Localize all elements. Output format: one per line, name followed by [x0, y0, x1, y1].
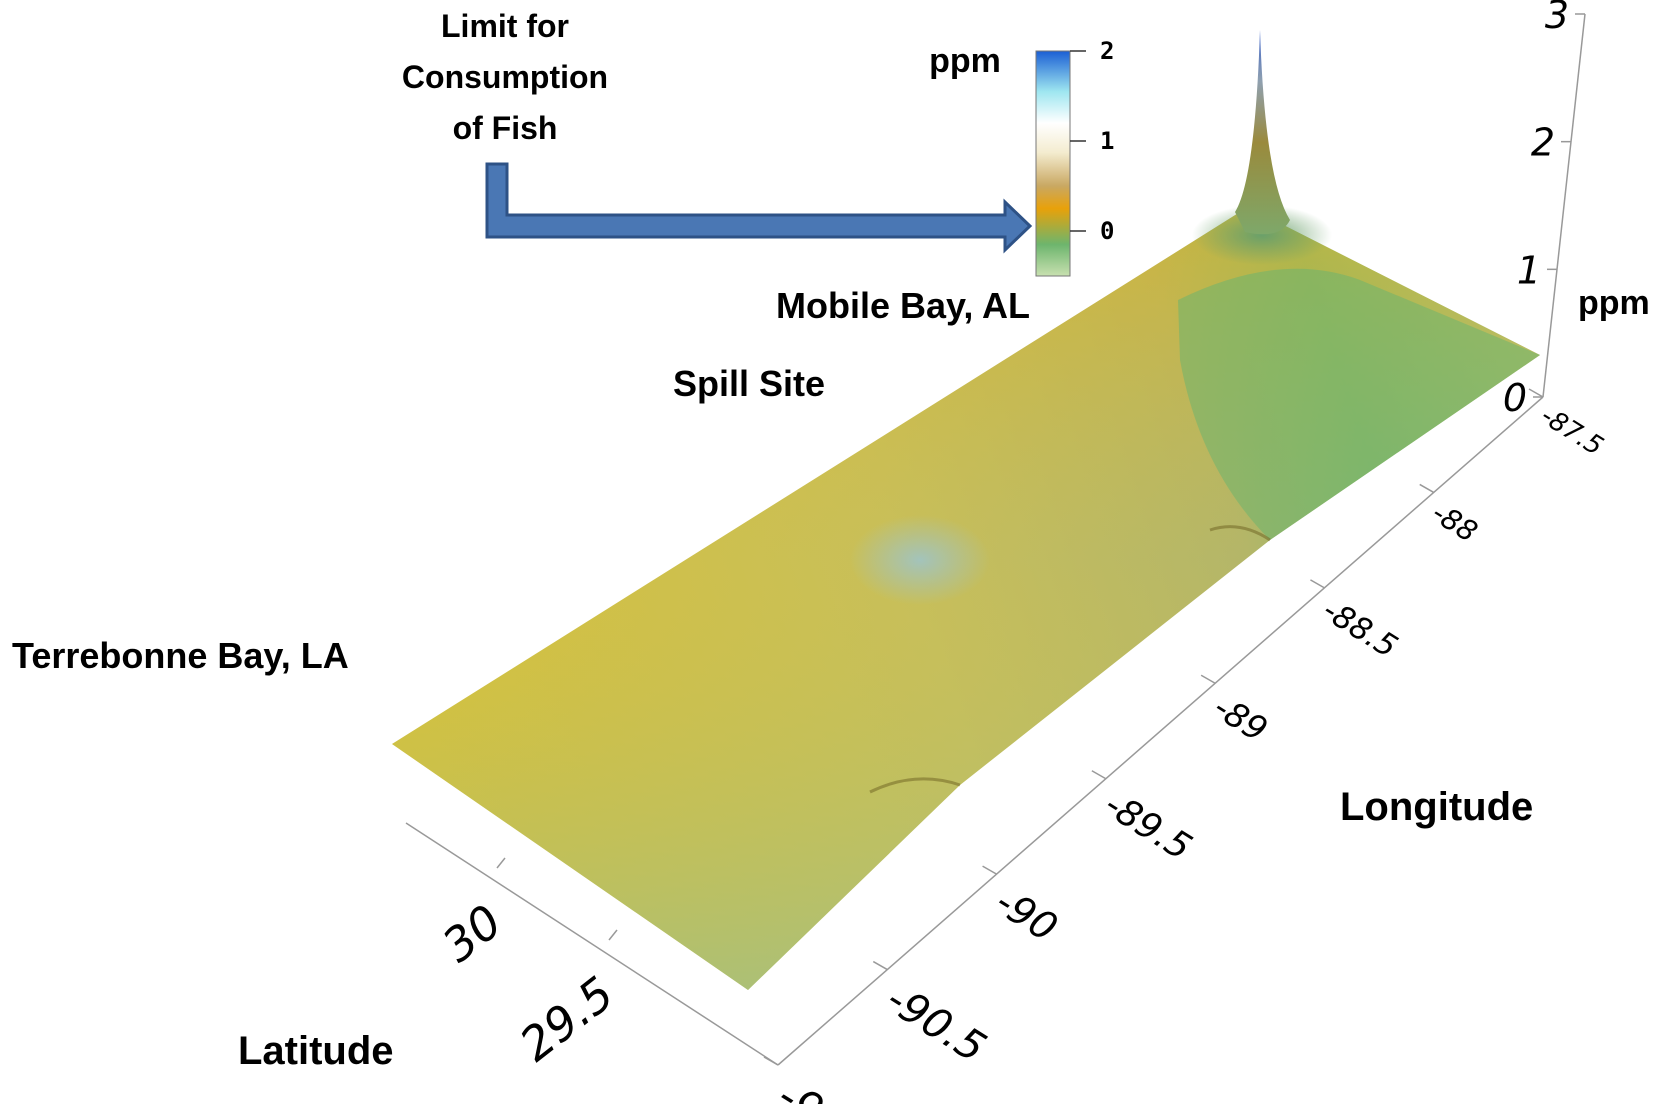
- z-tick-label: 2: [1531, 121, 1555, 165]
- latitude-tick-label: 30: [432, 894, 511, 973]
- z-tick-label: 1: [1517, 248, 1541, 292]
- latitude-tick-mark: [608, 929, 618, 941]
- mobile-bay-label: Mobile Bay, AL: [776, 285, 1030, 326]
- longitude-tick-label: -88.5: [1316, 592, 1403, 665]
- longitude-tick-mark: [872, 960, 888, 971]
- longitude-tick-label: -89: [1207, 687, 1274, 749]
- z-tick-label: 3: [1545, 0, 1569, 37]
- peak-spike: [1235, 30, 1290, 235]
- longitude-tick-label: -88: [1426, 495, 1484, 549]
- longitude-axis-label: Longitude: [1340, 785, 1533, 829]
- surface-green-region: [1178, 268, 1540, 540]
- limit-arrow: [485, 162, 1033, 254]
- colorbar-label: ppm: [929, 42, 1001, 80]
- peak-base-glow: [1192, 205, 1332, 265]
- surface-blue-spot: [850, 515, 990, 605]
- longitude-axis-line: [777, 396, 1544, 1066]
- colorbar: 0 1 2 ppm: [929, 37, 1114, 277]
- z-axis-ticks: 0 1 2 3: [1503, 0, 1585, 420]
- longitude-tick-label: -89.5: [1097, 783, 1199, 869]
- z-axis-line: [1542, 13, 1586, 398]
- colorbar-tick-label: 2: [1100, 37, 1114, 65]
- longitude-tick-mark: [1200, 674, 1216, 684]
- surface-dimple-east: [1209, 525, 1271, 542]
- colorbar-ticks: 0 1 2: [1070, 37, 1114, 245]
- longitude-tick-mark: [1091, 770, 1107, 780]
- longitude-tick-mark: [1310, 579, 1325, 589]
- colorbar-tick-label: 0: [1100, 217, 1114, 245]
- latitude-tick-mark: [496, 857, 506, 869]
- z-axis-label: ppm: [1578, 284, 1650, 322]
- longitude-tick-label: -91: [768, 1071, 856, 1104]
- longitude-tick-label: -90.5: [878, 975, 994, 1072]
- z-tick-label: 0: [1503, 376, 1527, 420]
- limit-label-line3: of Fish: [453, 110, 558, 146]
- axis-frame: [405, 13, 1586, 1066]
- latitude-ticks: 29.530: [432, 857, 624, 1072]
- limit-label-line2: Consumption: [402, 59, 608, 95]
- longitude-tick-mark: [1528, 388, 1544, 398]
- surface-dimple-south: [869, 777, 961, 794]
- spill-site-label: Spill Site: [673, 363, 825, 404]
- longitude-tick-mark: [1419, 483, 1435, 494]
- surface: [392, 30, 1540, 990]
- longitude-tick-label: -90: [987, 879, 1065, 951]
- colorbar-bar: [1035, 50, 1071, 277]
- limit-label-line1: Limit for: [441, 8, 569, 44]
- terrebonne-bay-label: Terrebonne Bay, LA: [12, 635, 349, 676]
- longitude-tick-mark: [763, 1056, 779, 1066]
- colorbar-tick-label: 1: [1100, 127, 1114, 155]
- latitude-axis-line: [405, 822, 779, 1066]
- latitude-tick-label: 29.5: [510, 966, 624, 1072]
- longitude-tick-mark: [982, 865, 997, 875]
- longitude-tick-label: -87.5: [1535, 401, 1608, 462]
- latitude-axis-label: Latitude: [238, 1029, 394, 1073]
